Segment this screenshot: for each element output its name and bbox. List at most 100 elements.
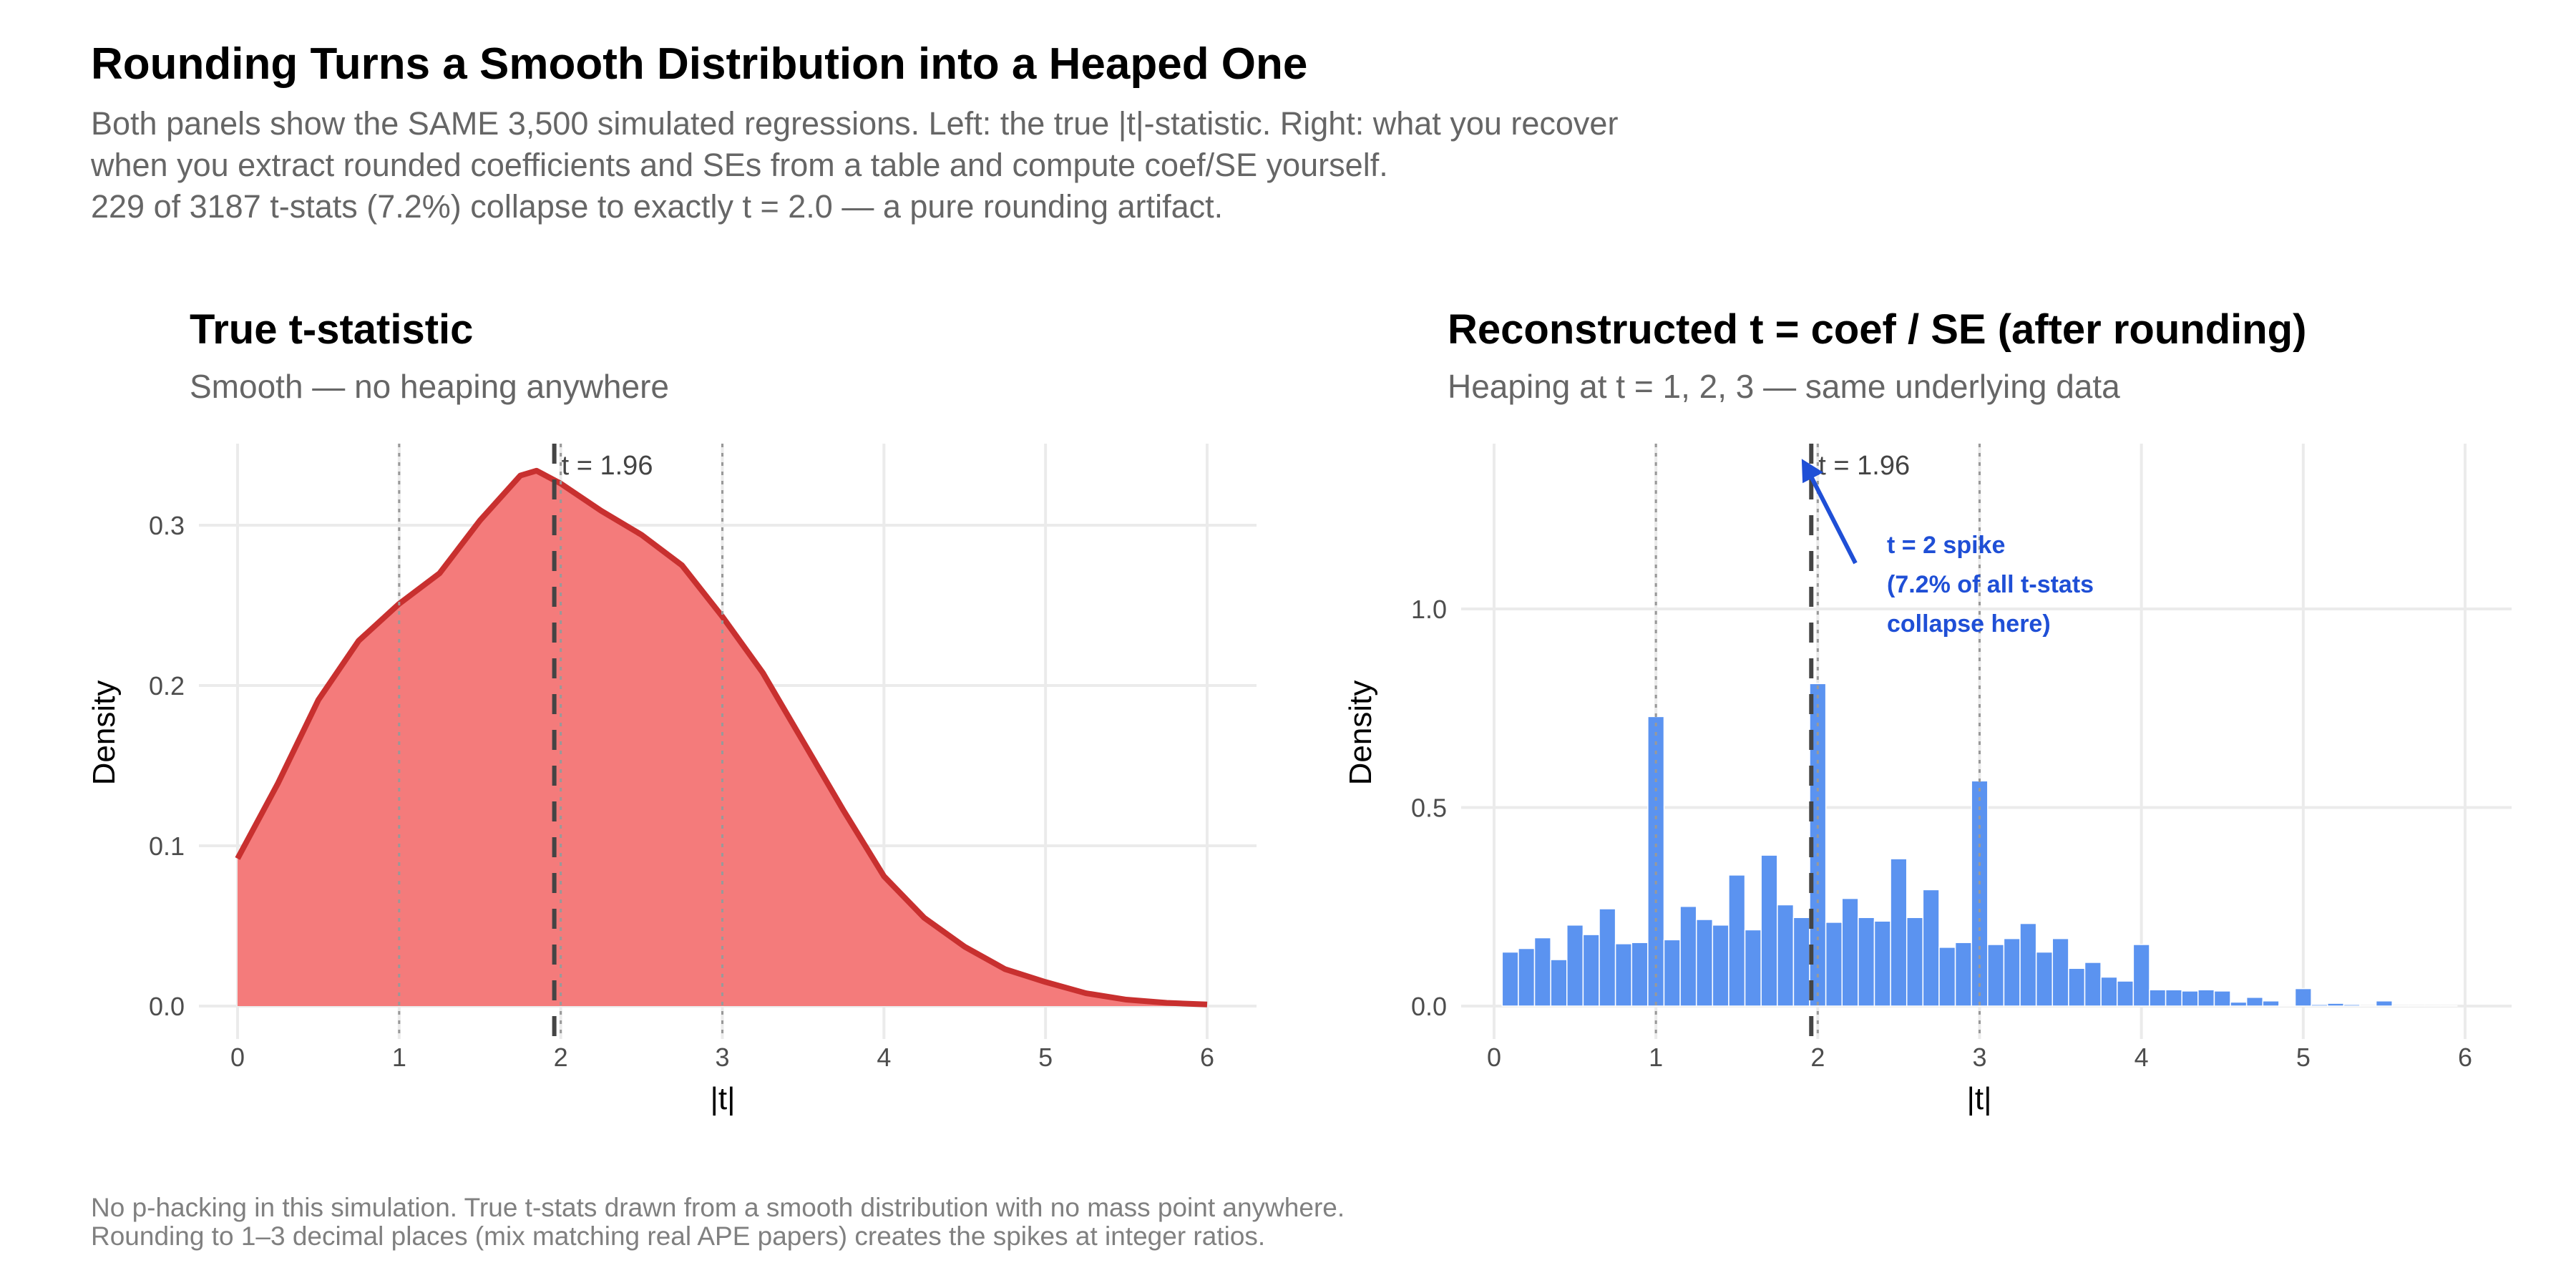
histogram-bar bbox=[2359, 1005, 2377, 1007]
x-tick-label: 4 bbox=[877, 1043, 891, 1072]
density-line bbox=[235, 467, 1208, 1008]
histogram-bar bbox=[2311, 1004, 2328, 1007]
histogram-bar bbox=[2068, 967, 2086, 1007]
histogram-bar bbox=[1728, 874, 1746, 1007]
histogram-bar bbox=[1777, 904, 1795, 1007]
y-axis-title: Density bbox=[1343, 680, 1378, 786]
histogram-bar bbox=[2391, 1005, 2409, 1007]
histogram-bar bbox=[2408, 1005, 2426, 1007]
histogram-bar bbox=[2181, 990, 2199, 1007]
histogram-bar bbox=[2262, 1000, 2280, 1007]
histogram-bar bbox=[2440, 1005, 2458, 1007]
histogram-bar bbox=[1599, 908, 1616, 1007]
histogram-bar bbox=[1760, 854, 1778, 1007]
histogram-bar bbox=[1922, 889, 1940, 1007]
x-tick-label: 6 bbox=[1200, 1043, 1214, 1072]
histogram-bar bbox=[1938, 947, 1956, 1007]
panel-subtitle: Heaping at t = 1, 2, 3 — same underlying… bbox=[1448, 368, 2120, 405]
annotation-line-1: t = 2 spike bbox=[1887, 532, 2005, 559]
y-axis-title: Density bbox=[87, 680, 122, 786]
y-tick-label: 0.3 bbox=[149, 511, 185, 540]
panel-title: Reconstructed t = coef / SE (after round… bbox=[1448, 306, 2306, 353]
x-tick-label: 4 bbox=[2135, 1043, 2149, 1072]
histogram-bar bbox=[2197, 989, 2215, 1007]
figure-title: Rounding Turns a Smooth Distribution int… bbox=[91, 39, 1307, 89]
density-area bbox=[238, 470, 1207, 1006]
histogram-bar bbox=[2003, 937, 2021, 1007]
figure-subtitle-line-2: when you extract rounded coefficients an… bbox=[90, 147, 1388, 183]
histogram-bar bbox=[2424, 1005, 2441, 1007]
histogram-bar bbox=[1533, 937, 1551, 1007]
histogram-bar bbox=[2165, 989, 2182, 1007]
x-tick-label: 6 bbox=[2458, 1043, 2472, 1072]
x-tick-label: 0 bbox=[1487, 1043, 1501, 1072]
histogram-bar bbox=[2343, 1004, 2361, 1007]
annotation-arrow bbox=[1807, 471, 1858, 565]
histogram-bar bbox=[2051, 937, 2069, 1007]
histogram-bar bbox=[1550, 959, 1568, 1007]
histogram-bar bbox=[2278, 1005, 2296, 1007]
histogram-bar bbox=[2294, 987, 2312, 1007]
histogram-bar bbox=[1825, 922, 1843, 1007]
x-tick-label: 3 bbox=[1972, 1043, 1986, 1072]
panel-subtitle: Smooth — no heaping anywhere bbox=[190, 368, 669, 405]
panel-true-t: True t-statistic Smooth — no heaping any… bbox=[87, 306, 1257, 1116]
histogram-bar bbox=[1695, 919, 1714, 1007]
histogram-bar bbox=[1501, 951, 1519, 1007]
x-tick-label: 5 bbox=[2296, 1043, 2311, 1072]
histogram-bar bbox=[2245, 997, 2264, 1007]
histogram-bar bbox=[2035, 951, 2054, 1007]
annotation-line-2: (7.2% of all t-stats bbox=[1887, 571, 2094, 598]
histogram-bar bbox=[1566, 924, 1584, 1007]
histogram-bar bbox=[2213, 990, 2231, 1007]
histogram-bar bbox=[2327, 1002, 2345, 1007]
histogram-bar bbox=[2375, 1000, 2393, 1007]
histogram-bar bbox=[2116, 980, 2135, 1007]
histogram-bar bbox=[1841, 897, 1859, 1007]
histogram-bar bbox=[1679, 905, 1697, 1007]
x-axis-title: |t| bbox=[710, 1081, 735, 1116]
histogram-bar bbox=[1873, 920, 1891, 1007]
histogram-bar bbox=[1614, 943, 1632, 1007]
x-tick-label: 3 bbox=[715, 1043, 729, 1072]
arrowhead-icon bbox=[1801, 459, 1824, 484]
histogram-bar bbox=[1792, 917, 1810, 1007]
y-tick-label: 0.5 bbox=[1411, 794, 1447, 823]
y-tick-label: 0.1 bbox=[149, 831, 185, 861]
histogram-bar bbox=[2230, 1001, 2248, 1007]
histogram-bar bbox=[2100, 976, 2118, 1007]
histogram-bar bbox=[1712, 924, 1729, 1007]
histogram-bar bbox=[1987, 944, 2005, 1007]
critical-value-label: t = 1.96 bbox=[562, 451, 653, 481]
histogram-bar bbox=[1906, 917, 1924, 1007]
histogram-bar bbox=[2132, 944, 2150, 1007]
x-tick-label: 1 bbox=[392, 1043, 406, 1072]
footer-line-1: No p-hacking in this simulation. True t-… bbox=[91, 1193, 1345, 1222]
y-tick-label: 1.0 bbox=[1411, 595, 1447, 624]
y-tick-label: 0.0 bbox=[149, 992, 185, 1021]
panel-title: True t-statistic bbox=[190, 306, 473, 353]
y-tick-label: 0.0 bbox=[1411, 992, 1447, 1021]
histogram-bar bbox=[1518, 947, 1536, 1007]
histogram-bar bbox=[2149, 989, 2167, 1007]
x-tick-label: 1 bbox=[1649, 1043, 1663, 1072]
x-tick-label: 0 bbox=[230, 1043, 245, 1072]
x-tick-label: 2 bbox=[1810, 1043, 1825, 1072]
histogram-bar bbox=[1663, 939, 1681, 1007]
histogram-bar bbox=[1631, 942, 1649, 1007]
x-axis-title: |t| bbox=[1966, 1081, 1991, 1116]
panel-reconstructed-t: Reconstructed t = coef / SE (after round… bbox=[1343, 306, 2512, 1116]
footer-line-2: Rounding to 1–3 decimal places (mix matc… bbox=[91, 1221, 1265, 1251]
x-tick-label: 5 bbox=[1038, 1043, 1053, 1072]
histogram-bar bbox=[1858, 917, 1875, 1007]
x-tick-label: 2 bbox=[554, 1043, 568, 1072]
figure-subtitle-line-3: 229 of 3187 t-stats (7.2%) collapse to e… bbox=[91, 188, 1223, 225]
critical-value-label: t = 1.96 bbox=[1818, 451, 1910, 481]
figure-subtitle-line-1: Both panels show the SAME 3,500 simulate… bbox=[91, 105, 1618, 142]
annotation-line-3: collapse here) bbox=[1887, 610, 2051, 638]
histogram-bar bbox=[2019, 922, 2037, 1007]
histogram-bar bbox=[2084, 962, 2102, 1007]
histogram-bar bbox=[1582, 934, 1600, 1007]
y-tick-label: 0.2 bbox=[149, 671, 185, 701]
